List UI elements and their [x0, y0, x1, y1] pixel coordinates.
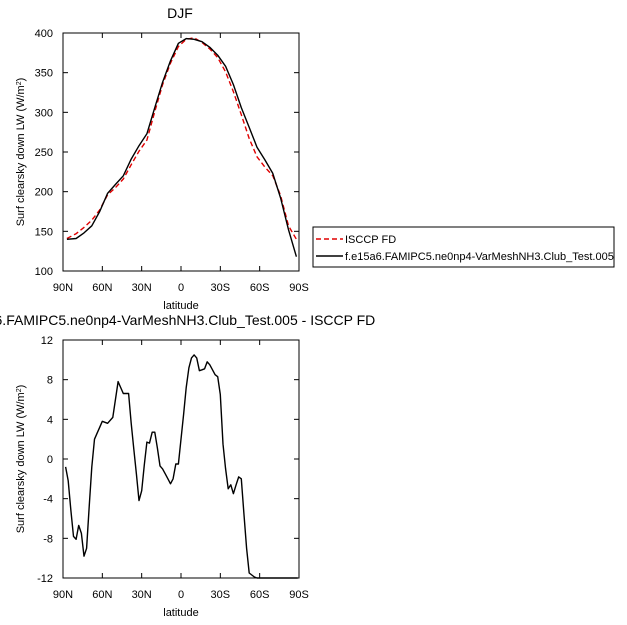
- bottom-y-tick-label: 4: [47, 414, 53, 426]
- top-x-tick-label: 90S: [289, 282, 309, 294]
- top-x-tick-label: 60S: [250, 282, 270, 294]
- top-x-tick-label: 30N: [132, 282, 152, 294]
- top-y-tick-label: 400: [35, 28, 53, 40]
- bottom-series-line-0: [64, 354, 298, 579]
- bottom-y-tick-label: 8: [47, 375, 53, 387]
- bottom-x-tick-label: 90S: [289, 589, 309, 601]
- top-y-tick-label: 250: [35, 147, 53, 159]
- bottom-y-tick-label: -4: [43, 494, 53, 506]
- top-x-tick-label: 90N: [53, 282, 73, 294]
- top-x-tick-label: 60N: [92, 282, 112, 294]
- top-plot-frame: [62, 32, 300, 272]
- top-y-axis-label: Surf clearsky down LW (W/m2): [15, 78, 27, 227]
- bottom-series-lines: [64, 354, 298, 579]
- top-x-tick-label: 0: [178, 282, 184, 294]
- top-series-lines: [66, 37, 298, 257]
- top-x-axis-label: latitude: [163, 300, 198, 312]
- bottom-y-tick-label: 0: [47, 454, 53, 466]
- top-y-tick-label: 300: [35, 107, 53, 119]
- top-x-tick-label: 30S: [211, 282, 231, 294]
- bottom-x-tick-label: 0: [178, 589, 184, 601]
- bottom-y-tick-label: -12: [37, 573, 53, 585]
- legend-label-model: f.e15a6.FAMIPC5.ne0np4-VarMeshNH3.Club_T…: [345, 251, 614, 263]
- bottom-axis-ticks: 90N 60N 30N 0 30S 60S 90S -12 -8 -4 0 4 8 12: [37, 335, 309, 601]
- bottom-x-axis-label: latitude: [163, 607, 198, 619]
- legend: ISCCP FD f.e15a6.FAMIPC5.ne0np4-VarMeshN…: [312, 226, 615, 268]
- bottom-panel: a6.FAMIPC5.ne0np4-VarMeshNH3.Club_Test.0…: [0, 312, 375, 619]
- top-chart-title: DJF: [167, 5, 193, 21]
- bottom-x-tick-label: 60N: [92, 589, 112, 601]
- bottom-x-tick-label: 30N: [132, 589, 152, 601]
- bottom-y-tick-label: 12: [41, 335, 53, 347]
- bottom-plot-frame: [62, 339, 300, 579]
- bottom-y-axis-label: Surf clearsky down LW (W/m2): [15, 385, 27, 534]
- bottom-x-tick-label: 30S: [211, 589, 231, 601]
- bottom-y-tick-label: -8: [43, 533, 53, 545]
- top-y-tick-label: 150: [35, 226, 53, 238]
- top-series-line-1: [66, 37, 298, 257]
- top-y-tick-label: 100: [35, 266, 53, 278]
- bottom-x-tick-label: 90N: [53, 589, 73, 601]
- legend-label-isccp: ISCCP FD: [345, 234, 396, 246]
- top-panel: DJF 90N 60N 30N 0 30S 60S 90S 100 150 200 250 300 35…: [15, 5, 309, 312]
- top-y-tick-label: 350: [35, 68, 53, 80]
- top-y-tick-label: 200: [35, 187, 53, 199]
- bottom-chart-title: a6.FAMIPC5.ne0np4-VarMeshNH3.Club_Test.0…: [0, 312, 375, 328]
- top-axis-ticks: 90N 60N 30N 0 30S 60S 90S 100 150 200 250 300 350 400: [35, 28, 309, 294]
- bottom-x-tick-label: 60S: [250, 589, 270, 601]
- legend-box: [312, 226, 615, 268]
